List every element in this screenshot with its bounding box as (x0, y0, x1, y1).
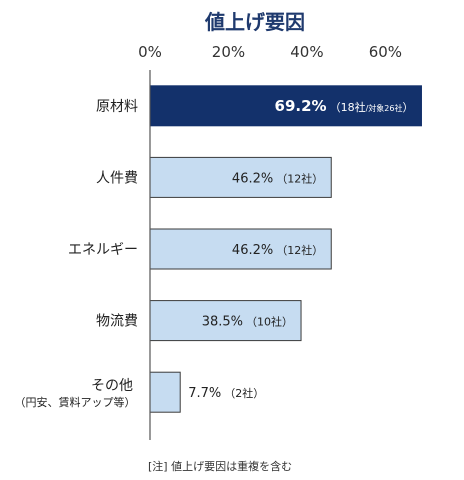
bar (149, 371, 181, 413)
data-label-note: （18社 (330, 100, 366, 114)
data-label: 38.5% （10社） (202, 315, 293, 330)
x-tick-label: 60% (369, 43, 402, 61)
category-label: 原材料 (96, 99, 138, 115)
bar (149, 300, 302, 342)
data-label: 46.2% （12社） (232, 171, 323, 186)
bars (149, 85, 422, 413)
x-axis-ticks: 0% 20% 40% 60% (138, 43, 402, 61)
chart-title: 値上げ要因 (204, 10, 305, 34)
category-label: 人件費 (96, 170, 138, 186)
data-label-note-end: ） (402, 101, 413, 114)
data-label-value: 38.5% (202, 315, 243, 330)
category-sublabel: （円安、賃料アップ等） (15, 395, 136, 409)
bar (149, 156, 332, 198)
data-label-value: 46.2% (232, 171, 273, 186)
data-label-note: （2社） (224, 386, 264, 400)
data-label-value: 69.2% (275, 97, 327, 115)
x-tick-label: 0% (138, 43, 162, 61)
data-label: 69.2% （18社/対象26社） (275, 97, 414, 115)
x-tick-label: 20% (212, 43, 245, 61)
category-label: エネルギー (68, 242, 138, 258)
data-label-note: （12社） (276, 243, 323, 257)
data-labels: 69.2% （18社/対象26社）46.2% （12社）46.2% （12社）38.5… (188, 97, 413, 401)
chart-footnote: [注] 値上げ要因は重複を含む (148, 459, 292, 473)
bar (149, 85, 422, 127)
data-label-note: （12社） (276, 171, 323, 185)
bar (149, 228, 332, 270)
category-label: 物流費 (96, 314, 138, 330)
category-label: その他 (91, 378, 133, 394)
data-label-value: 46.2% (232, 243, 273, 258)
data-label-note-small: /対象26社 (366, 103, 403, 113)
data-label-value: 7.7% (188, 386, 221, 401)
data-label: 46.2% （12社） (232, 243, 323, 258)
data-label-note: （10社） (246, 315, 293, 329)
data-label: 7.7% （2社） (188, 386, 264, 401)
x-tick-label: 40% (290, 43, 323, 61)
